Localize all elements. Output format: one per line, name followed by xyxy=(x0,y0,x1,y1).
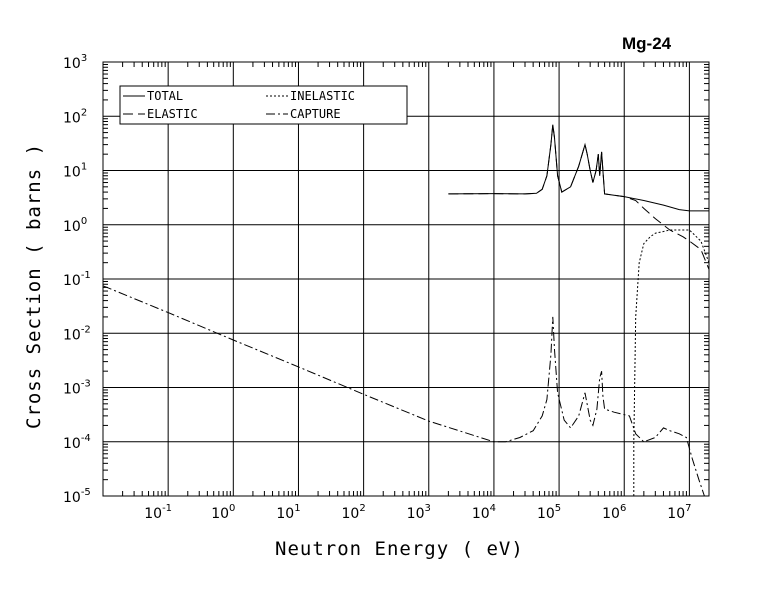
x-tick-label: 102 xyxy=(342,503,366,522)
y-tick-label: 101 xyxy=(63,162,87,181)
chart-title: Mg-24 xyxy=(622,34,672,53)
y-tick-label: 10-1 xyxy=(63,270,91,289)
x-tick-label: 103 xyxy=(407,503,431,522)
y-tick-label: 102 xyxy=(63,107,87,126)
legend-label-total: TOTAL xyxy=(147,89,183,103)
x-tick-label: 106 xyxy=(602,503,626,522)
x-tick-labels: 10-1 100 101 102 103 104 105 106 107 xyxy=(144,503,691,522)
x-tick-label: 10-1 xyxy=(144,503,172,522)
y-tick-label: 100 xyxy=(63,216,87,235)
x-tick-label: 104 xyxy=(472,503,496,522)
x-tick-label: 105 xyxy=(537,503,561,522)
y-tick-label: 103 xyxy=(63,53,87,72)
series-inelastic xyxy=(633,229,710,496)
series-group xyxy=(102,124,710,497)
legend-box xyxy=(119,85,408,125)
legend-label-capture: CAPTURE xyxy=(290,107,341,121)
minor-ticks xyxy=(103,62,710,496)
legend-label-elastic: ELASTIC xyxy=(147,107,198,121)
plot-frame xyxy=(102,61,710,497)
y-tick-label: 10-2 xyxy=(63,324,91,343)
y-tick-label: 10-4 xyxy=(63,433,91,452)
legend: TOTAL ELASTIC INELASTIC CAPTURE xyxy=(119,85,408,125)
series-capture xyxy=(102,285,705,497)
series-total xyxy=(448,124,709,212)
x-tick-label: 107 xyxy=(667,503,691,522)
series-elastic xyxy=(448,124,710,270)
y-tick-label: 10-3 xyxy=(63,379,91,398)
grid-lines xyxy=(103,61,709,497)
y-axis-label: Cross Section ( barns ) xyxy=(23,142,45,430)
legend-label-inelastic: INELASTIC xyxy=(290,89,355,103)
y-tick-labels: 103 102 101 100 10-1 10-2 10-3 10-4 10-5 xyxy=(63,53,91,506)
y-tick-label: 10-5 xyxy=(63,487,91,506)
x-tick-label: 101 xyxy=(276,503,300,522)
x-tick-label: 100 xyxy=(211,503,235,522)
x-axis-label: Neutron Energy ( eV) xyxy=(275,538,524,560)
